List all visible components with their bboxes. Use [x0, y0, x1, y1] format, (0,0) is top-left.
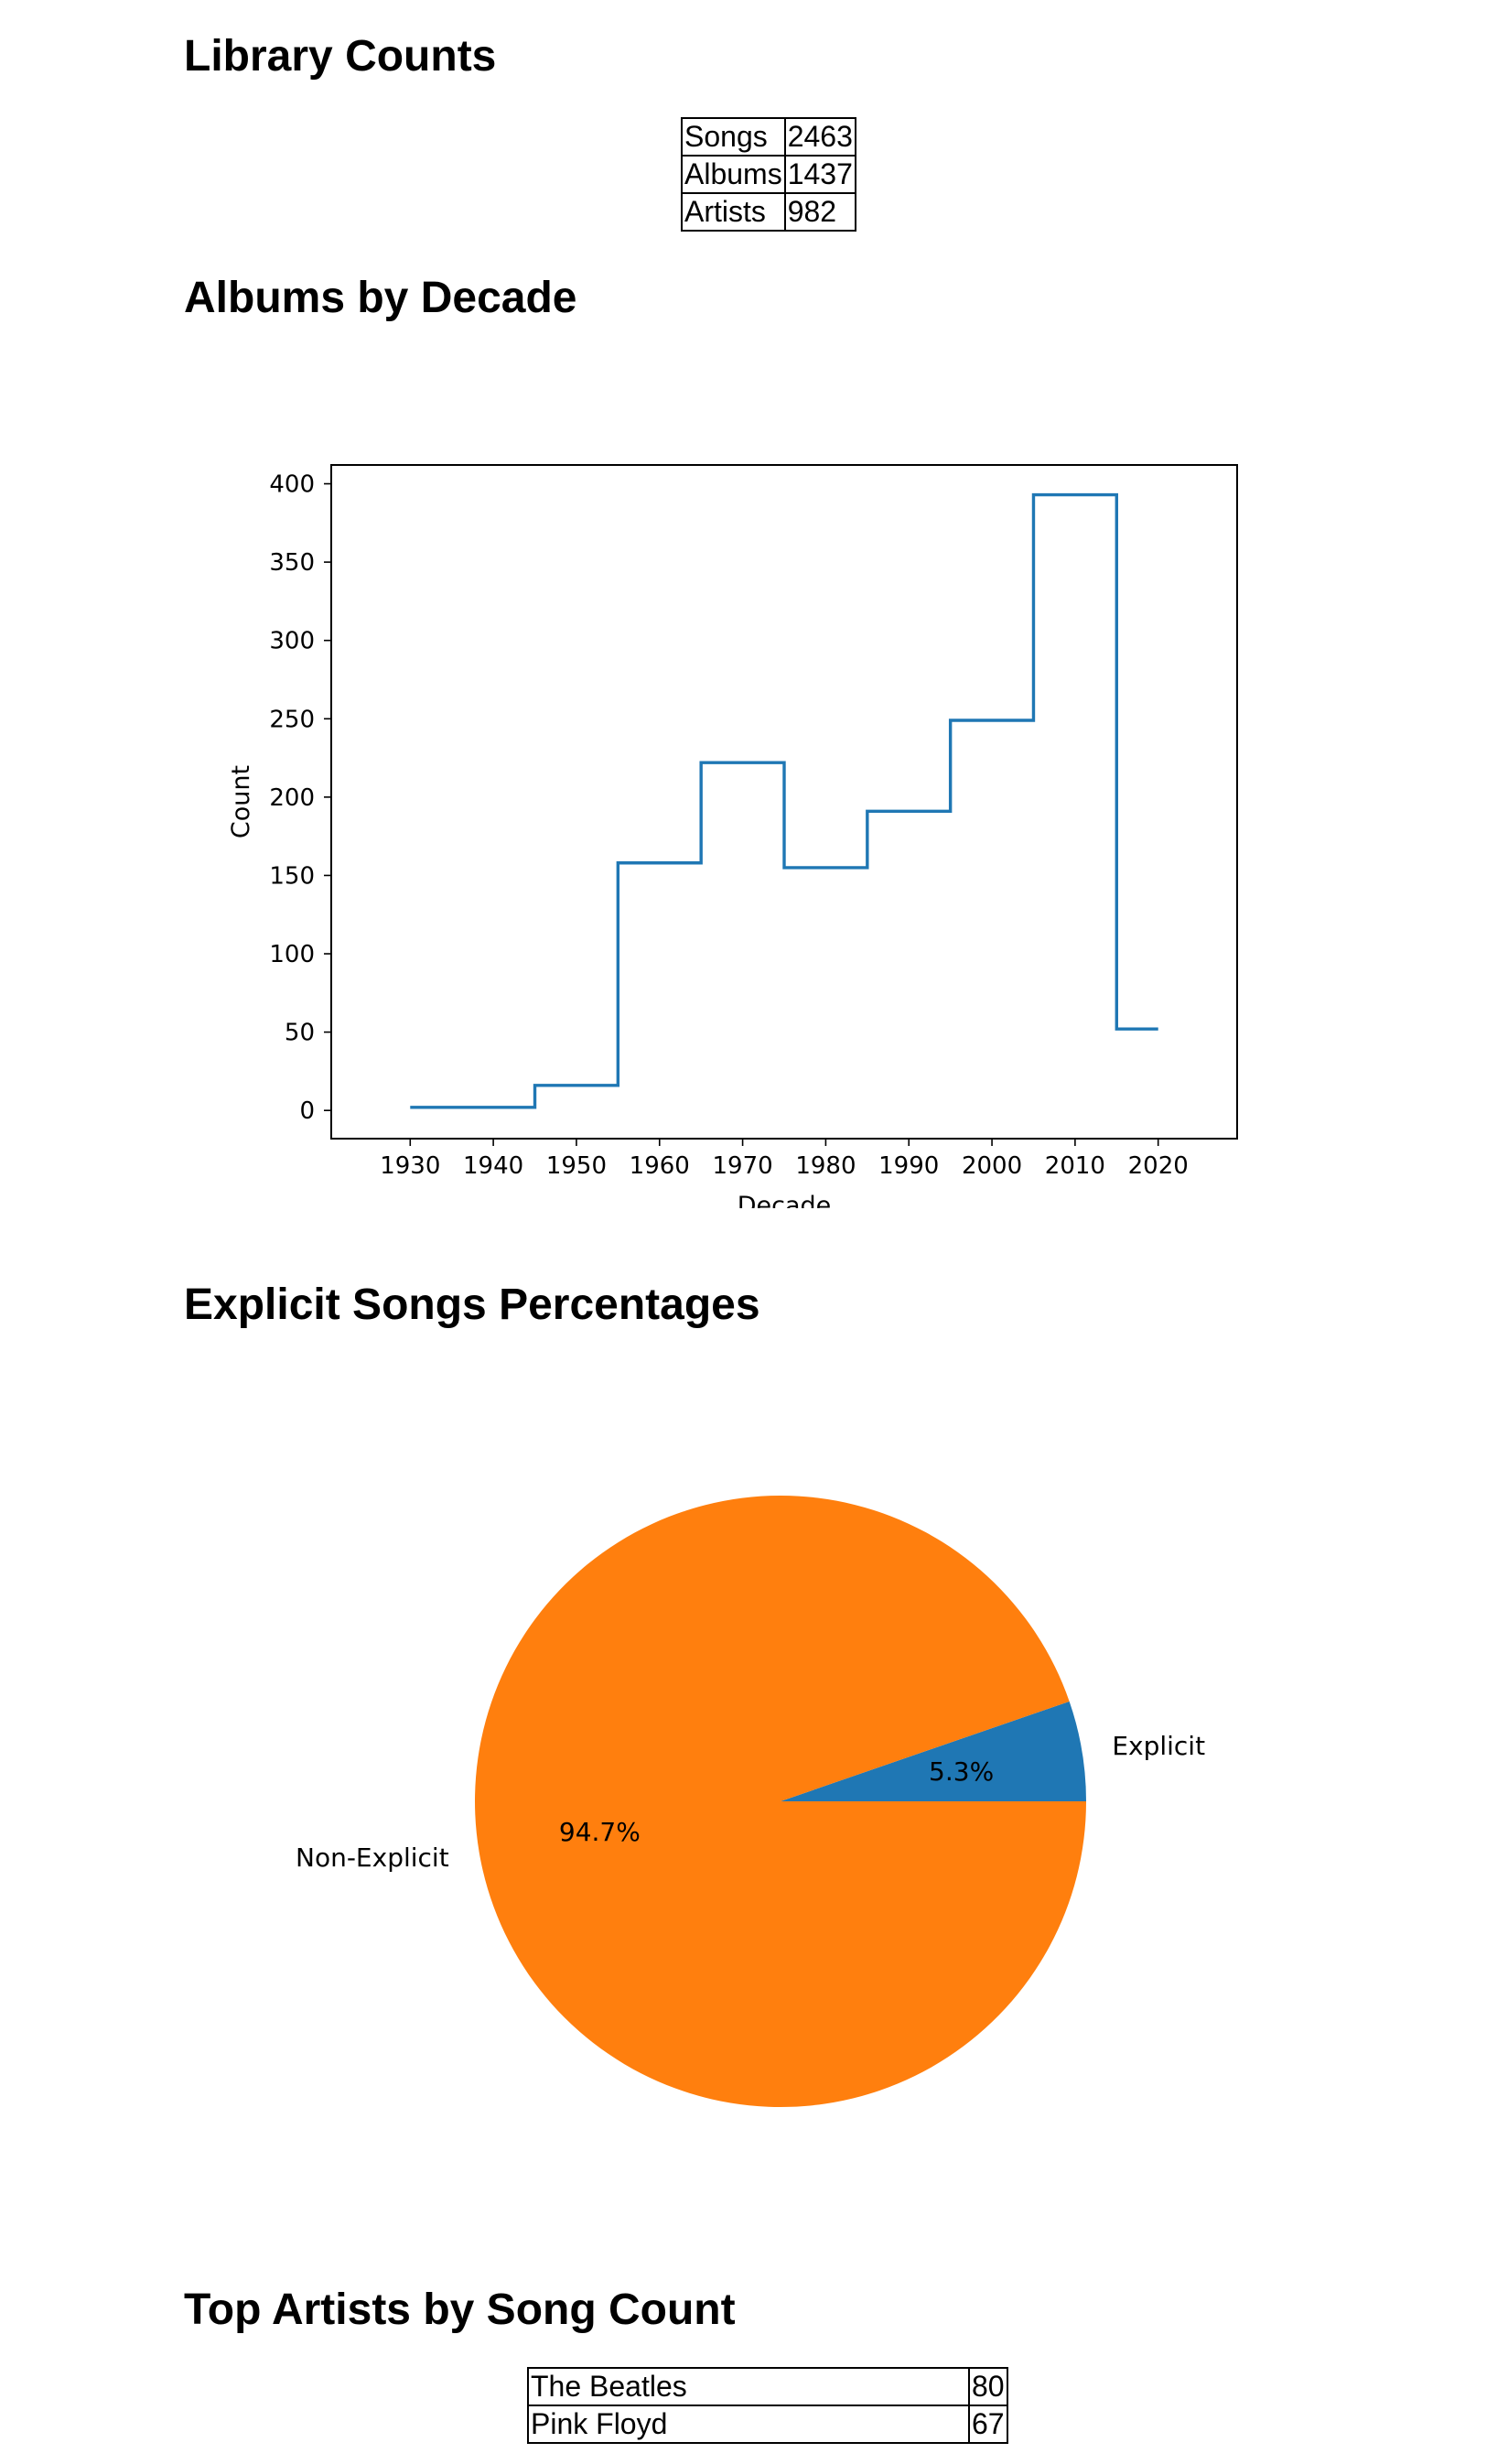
count-label-cell: Songs	[681, 117, 786, 157]
pie-pct-non-explicit: 94.7%	[559, 1817, 641, 1847]
y-tick-label: 250	[269, 706, 315, 733]
library-counts-heading: Library Counts	[184, 32, 497, 81]
y-tick-label: 200	[269, 784, 315, 812]
table-row: Artists 982	[681, 192, 856, 232]
albums-by-decade-heading: Albums by Decade	[184, 274, 577, 322]
x-tick-label: 2020	[1128, 1152, 1189, 1180]
pie-slice-non-explicit	[475, 1496, 1086, 2107]
x-tick-label: 1960	[630, 1152, 690, 1180]
x-tick-label: 2010	[1045, 1152, 1105, 1180]
pie-slice-explicit	[781, 1701, 1086, 1801]
count-value-cell: 2463	[783, 117, 856, 157]
artist-name-cell: Pink Floyd	[527, 2405, 970, 2444]
x-tick-label: 1980	[795, 1152, 856, 1180]
table-row: The Beatles 80	[527, 2367, 1008, 2406]
x-tick-label: 1990	[878, 1152, 939, 1180]
count-label-cell: Artists	[681, 192, 786, 232]
pie-pct-explicit: 5.3%	[929, 1756, 994, 1787]
albums-by-decade-chart: 1930 1940 1950 1960 1970 1980 1990 2000 2010 2020…	[227, 464, 1238, 1208]
table-row: Albums 1437	[681, 155, 856, 194]
y-tick-label: 400	[269, 471, 315, 499]
x-tick-label: 1940	[463, 1152, 523, 1180]
explicit-songs-heading: Explicit Songs Percentages	[184, 1281, 760, 1329]
y-tick-label: 300	[269, 628, 315, 655]
artist-count-cell: 67	[968, 2405, 1008, 2444]
plot-frame	[330, 464, 1238, 1140]
top-artists-heading: Top Artists by Song Count	[184, 2286, 736, 2334]
y-tick-label: 150	[269, 862, 315, 890]
table-row: Pink Floyd 67	[527, 2405, 1008, 2444]
x-tick-label: 1930	[380, 1152, 440, 1180]
y-tick-label: 100	[269, 941, 315, 968]
x-tick-label: 1950	[546, 1152, 607, 1180]
y-tick-label: 0	[299, 1097, 315, 1125]
count-value-cell: 982	[783, 192, 856, 232]
library-counts-table: Songs 2463 Albums 1437 Artists 982	[681, 117, 856, 232]
x-axis-label: Decade	[738, 1192, 832, 1208]
count-label-cell: Albums	[681, 155, 786, 194]
explicit-songs-pie-chart: Explicit Non-Explicit 5.3% 94.7%	[296, 1496, 1205, 2107]
pie-label-explicit: Explicit	[1112, 1731, 1205, 1761]
x-tick-label: 1970	[713, 1152, 773, 1180]
artist-count-cell: 80	[968, 2367, 1008, 2406]
y-tick-label: 350	[269, 549, 315, 577]
series-line	[410, 492, 1158, 1109]
y-tick-label: 50	[285, 1020, 315, 1047]
x-tick-label: 2000	[962, 1152, 1022, 1180]
pie-label-non-explicit: Non-Explicit	[296, 1843, 449, 1873]
y-axis-label: Count	[227, 765, 255, 838]
table-row: Songs 2463	[681, 117, 856, 157]
top-artists-table: The Beatles 80 Pink Floyd 67	[527, 2367, 1008, 2444]
artist-name-cell: The Beatles	[527, 2367, 970, 2406]
count-value-cell: 1437	[783, 155, 856, 194]
